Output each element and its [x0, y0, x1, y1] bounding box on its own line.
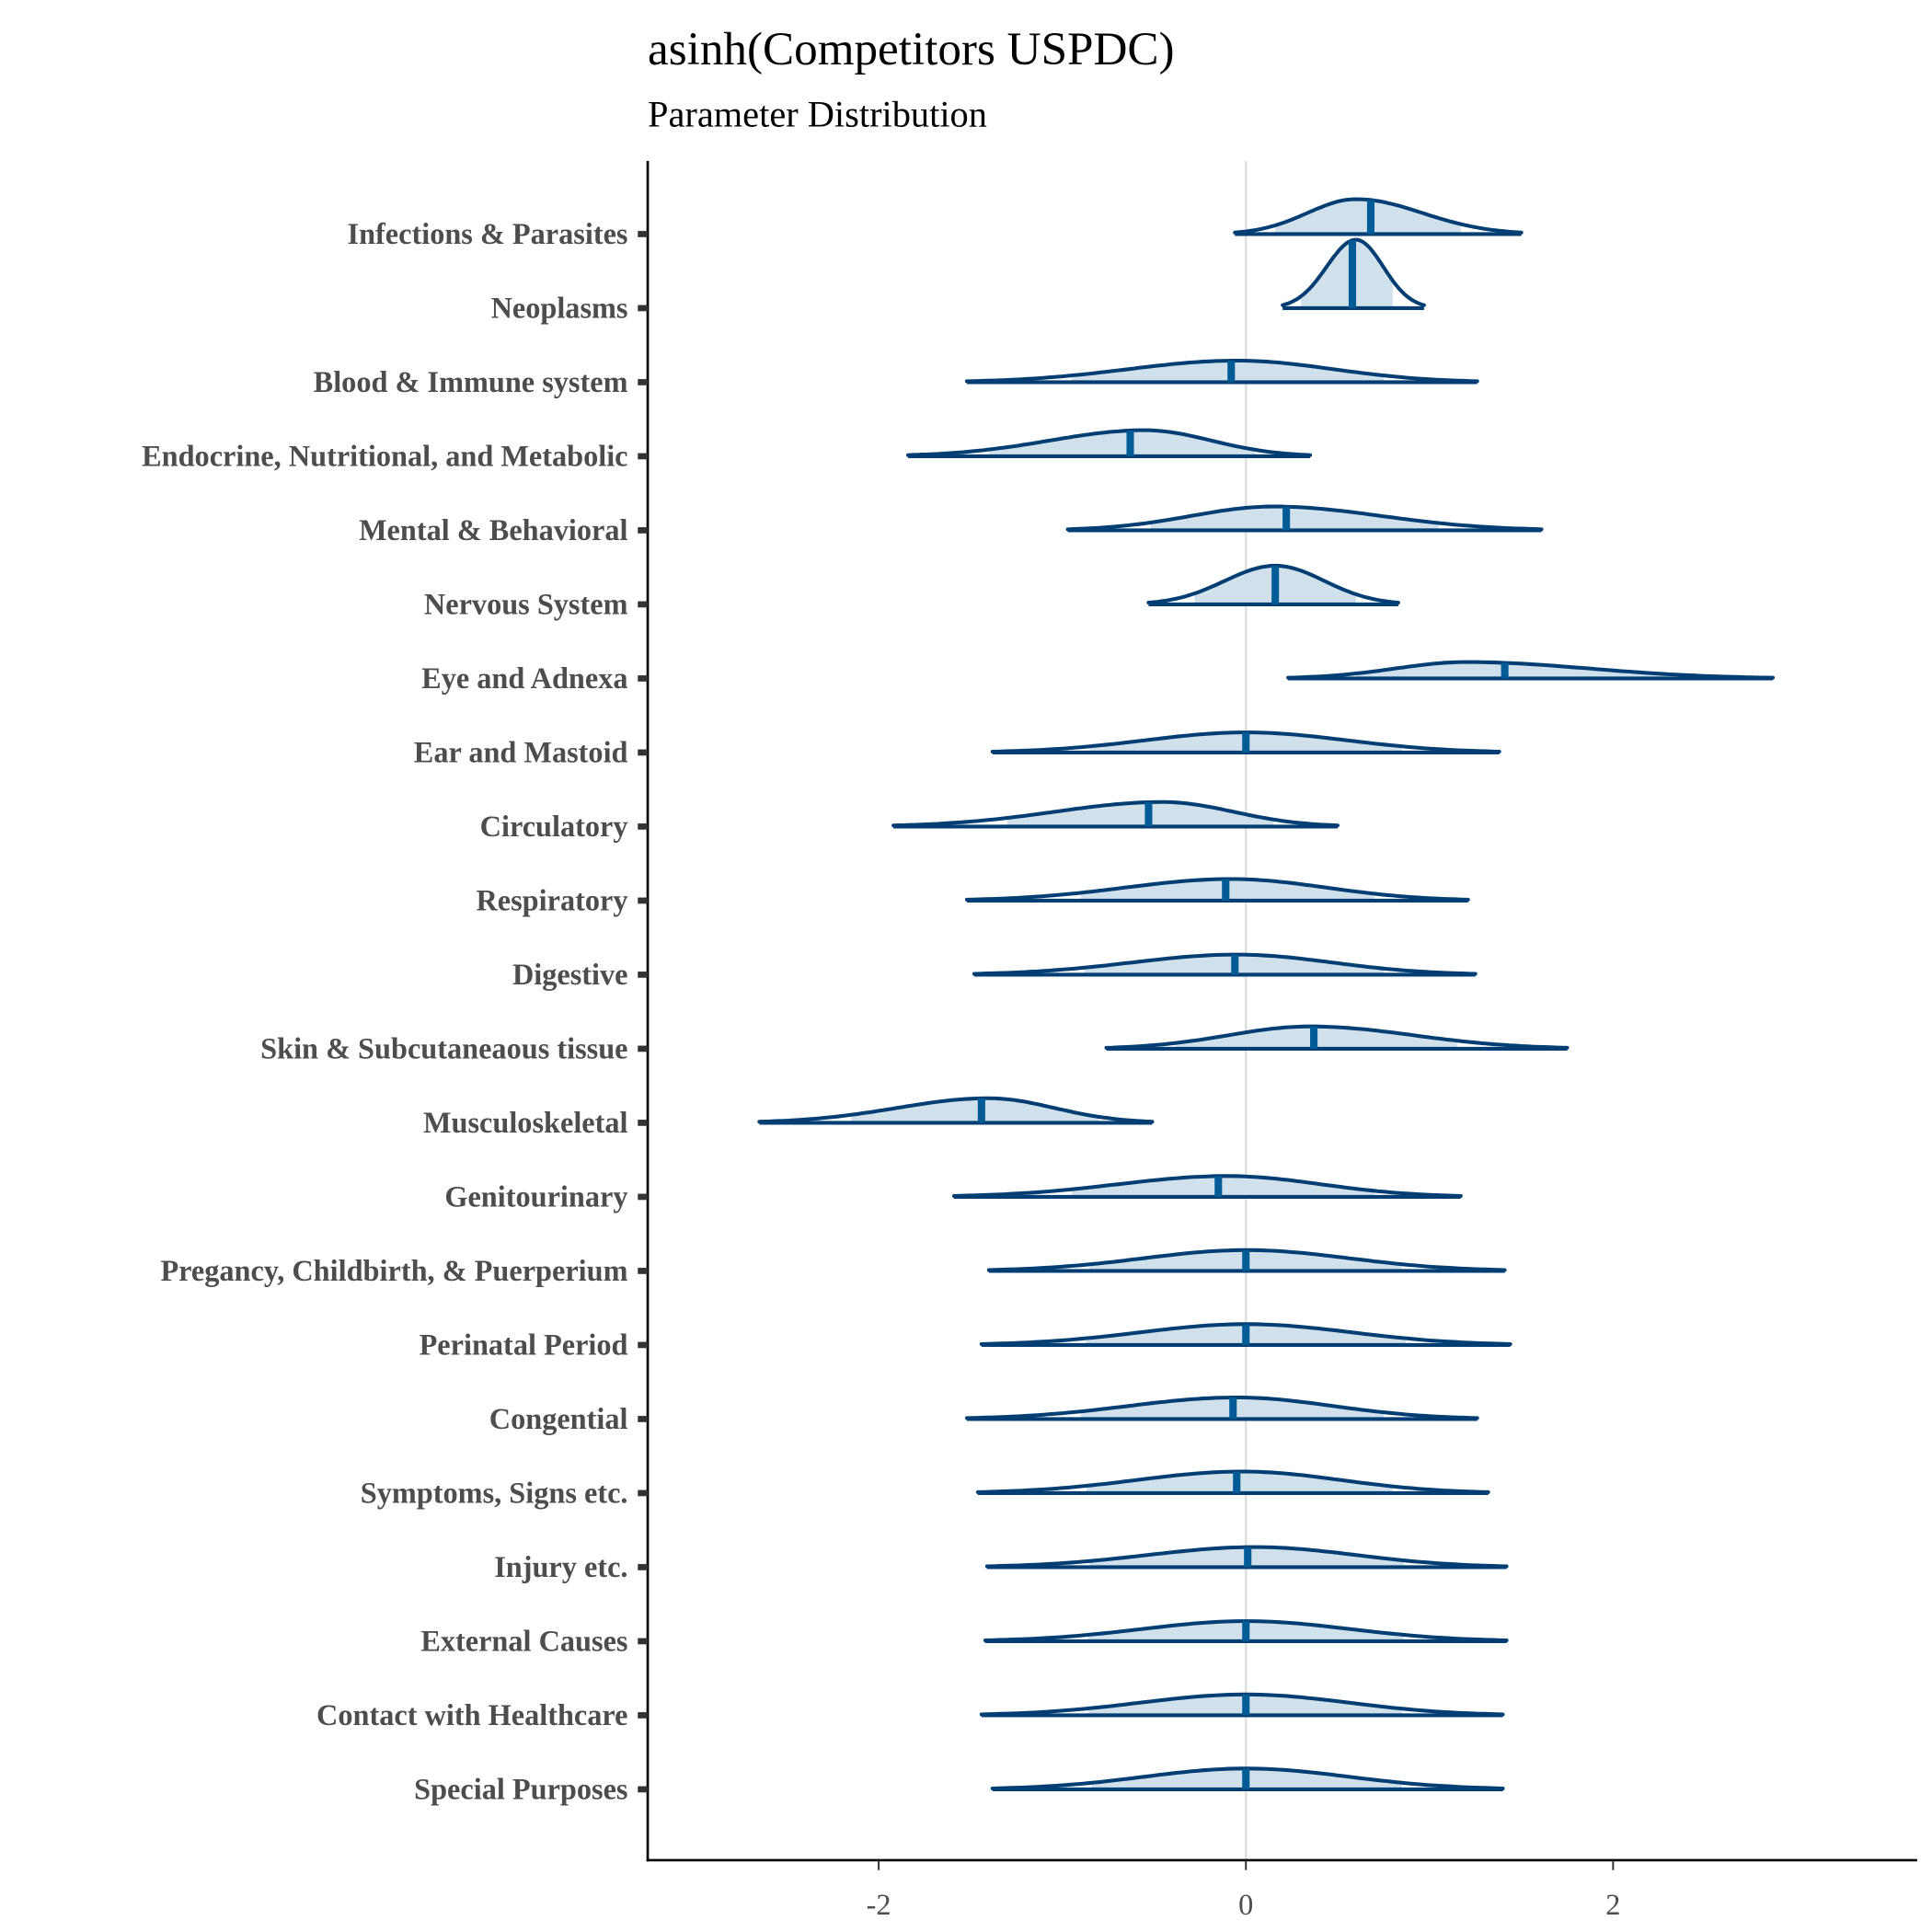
y-tick-label: Skin & Subcutaneaous tissue [260, 1032, 627, 1065]
y-tick-label: Mental & Behavioral [359, 513, 627, 546]
y-tick-label: Special Purposes [414, 1773, 627, 1806]
y-tick-label: Genitourinary [444, 1180, 627, 1213]
chart-title: asinh(Competitors USPDC) [648, 23, 1175, 75]
ridge-7 [990, 730, 1501, 754]
density-curve [972, 952, 1478, 976]
y-tick-label: Ear and Mastoid [414, 736, 628, 769]
density-curve [964, 877, 1470, 902]
y-tick-label: Contact with Healthcare [316, 1698, 627, 1731]
ridge-21 [990, 1766, 1505, 1791]
density-curve [891, 799, 1340, 828]
y-tick-label: Musculoskeletal [423, 1106, 628, 1139]
plot-area [757, 161, 1776, 1860]
x-axis: -2 0 2 [867, 1859, 1620, 1921]
ridge-0 [1233, 197, 1524, 236]
x-tick-label: 0 [1238, 1888, 1253, 1921]
ridge-10 [972, 952, 1478, 977]
density-curve [1065, 504, 1544, 532]
density-curve [984, 1545, 1509, 1569]
ridge-15 [979, 1322, 1512, 1347]
y-tick-label: Neoplasms [491, 292, 628, 325]
ridge-14 [986, 1248, 1507, 1273]
interval-fill [1355, 661, 1669, 679]
y-tick-label: Infections & Parasites [348, 217, 628, 250]
density-curve [905, 428, 1313, 457]
ridge-3 [905, 428, 1313, 458]
y-tick-label: Circulatory [480, 810, 628, 843]
y-tick-label: Eye and Adnexa [421, 661, 627, 695]
ridge-11 [1104, 1024, 1570, 1051]
y-tick-label: Perinatal Period [420, 1328, 628, 1362]
density-curve [951, 1174, 1463, 1198]
density-curve [964, 1395, 1479, 1420]
y-tick-label: Digestive [512, 958, 628, 991]
y-tick-label: External Causes [420, 1625, 627, 1658]
ridge-5 [1146, 563, 1400, 606]
chart-subtitle: Parameter Distribution [648, 93, 987, 134]
density-curve [1286, 660, 1776, 680]
ridge-18 [984, 1545, 1509, 1570]
ridge-13 [951, 1174, 1463, 1199]
y-tick-label: Endocrine, Nutritional, and Metabolic [142, 440, 627, 473]
y-tick-label: Respiratory [476, 884, 627, 917]
x-tick-label: 2 [1605, 1888, 1620, 1921]
density-curve [757, 1096, 1155, 1124]
y-tick-label: Injury etc. [494, 1550, 627, 1583]
ridge-9 [964, 877, 1470, 903]
ridge-6 [1286, 660, 1776, 681]
ridge-17 [975, 1469, 1490, 1495]
density-curve [1233, 197, 1524, 235]
ridge-12 [757, 1096, 1155, 1125]
ridge-16 [964, 1395, 1479, 1421]
y-tick-label: Congential [489, 1402, 628, 1435]
y-axis: Infections & Parasites Neoplasms Blood & I… [142, 217, 649, 1806]
y-tick-label: Pregancy, Childbirth, & Puerperium [160, 1254, 627, 1287]
ridge-1 [1281, 237, 1426, 310]
y-tick-label: Nervous System [424, 588, 628, 621]
ridge-8 [891, 799, 1340, 829]
density-curve [1281, 237, 1426, 307]
interval-fill [1301, 239, 1393, 308]
y-tick-label: Symptoms, Signs etc. [361, 1477, 628, 1510]
x-tick-label: -2 [867, 1888, 891, 1921]
ridge-4 [1065, 504, 1544, 533]
ridge-20 [979, 1692, 1505, 1718]
density-curve [964, 358, 1479, 384]
ridge-19 [983, 1619, 1509, 1643]
y-tick-label: Blood & Immune system [314, 365, 628, 398]
ridge-2 [964, 358, 1479, 385]
density-curve [979, 1692, 1505, 1717]
density-curve [990, 730, 1501, 753]
density-curve [1104, 1024, 1570, 1050]
